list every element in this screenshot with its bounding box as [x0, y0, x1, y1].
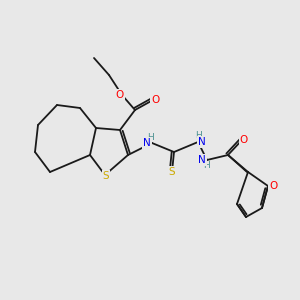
- Text: S: S: [169, 167, 175, 177]
- Text: S: S: [103, 171, 109, 181]
- Text: O: O: [151, 95, 159, 105]
- Text: H: H: [202, 161, 209, 170]
- Text: N: N: [198, 155, 206, 165]
- Text: H: H: [196, 131, 202, 140]
- Text: O: O: [116, 90, 124, 100]
- Text: N: N: [143, 138, 151, 148]
- Text: N: N: [198, 137, 206, 147]
- Text: O: O: [240, 135, 248, 145]
- Text: O: O: [269, 181, 277, 191]
- Text: H: H: [148, 133, 154, 142]
